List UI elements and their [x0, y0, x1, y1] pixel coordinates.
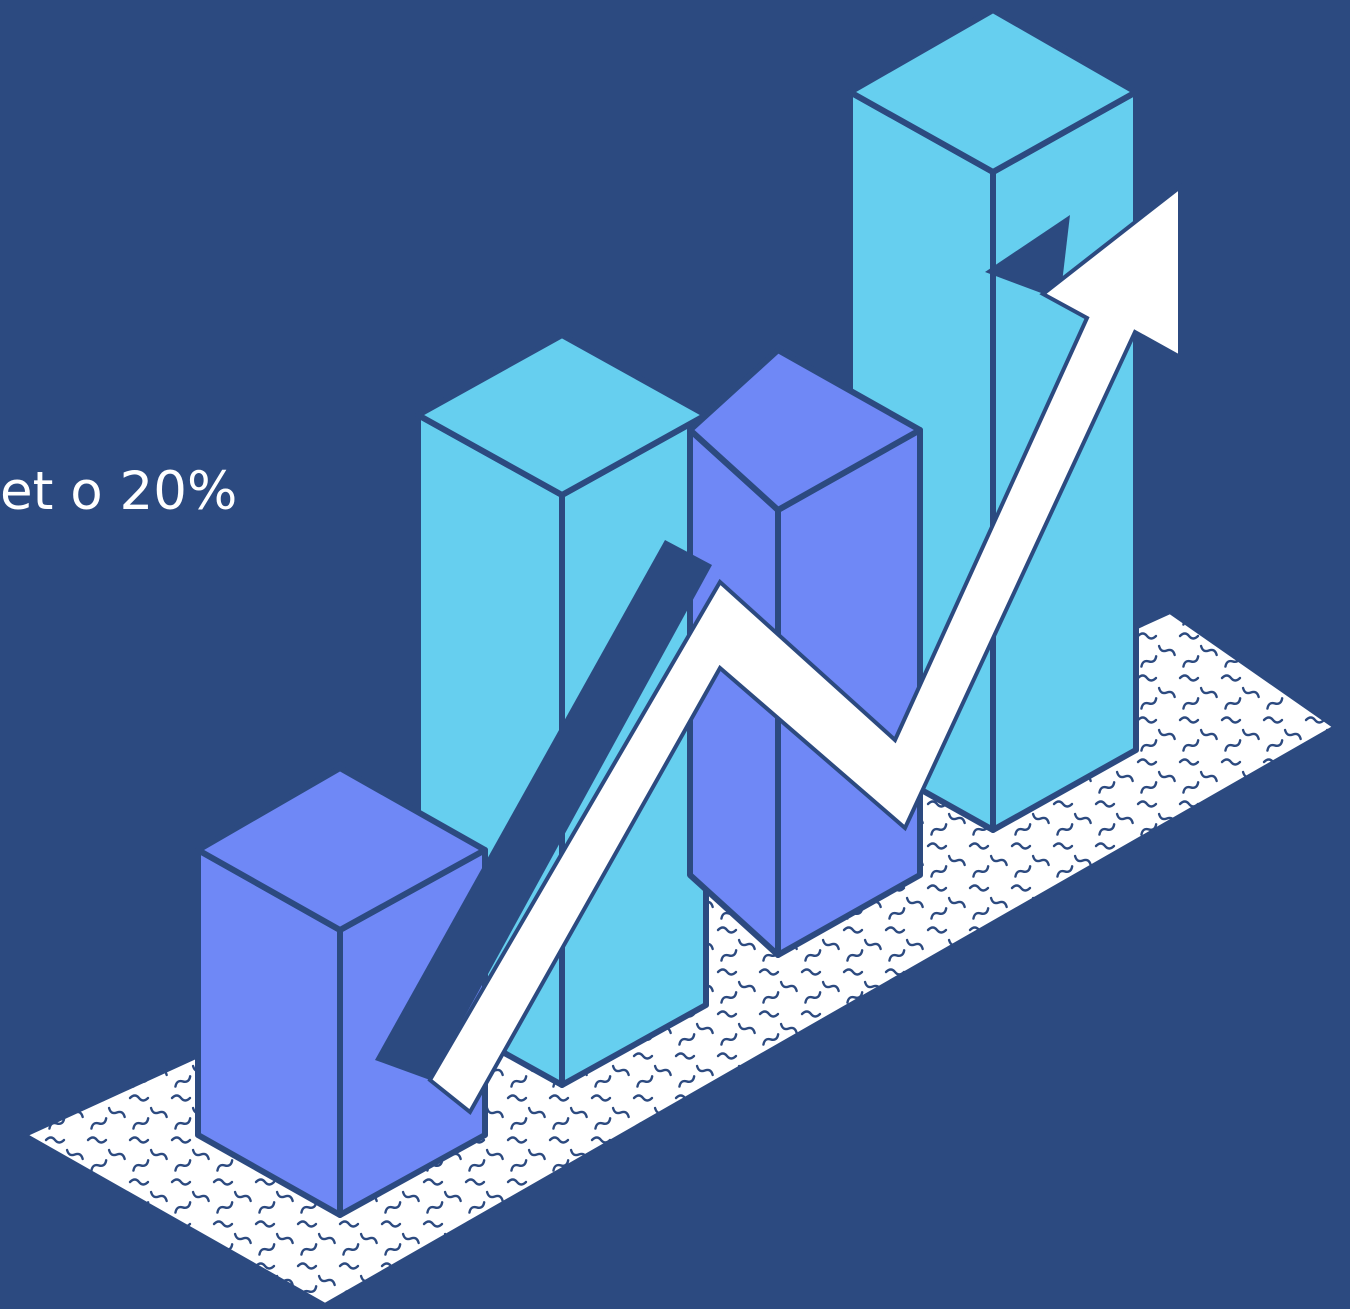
headline-text: et o 20% — [0, 461, 238, 522]
trend-arrow-shadow-head — [985, 215, 1070, 300]
bar-3 — [687, 347, 923, 958]
trend-arrow-shadow — [375, 540, 712, 1080]
trend-arrow — [427, 182, 1182, 1116]
